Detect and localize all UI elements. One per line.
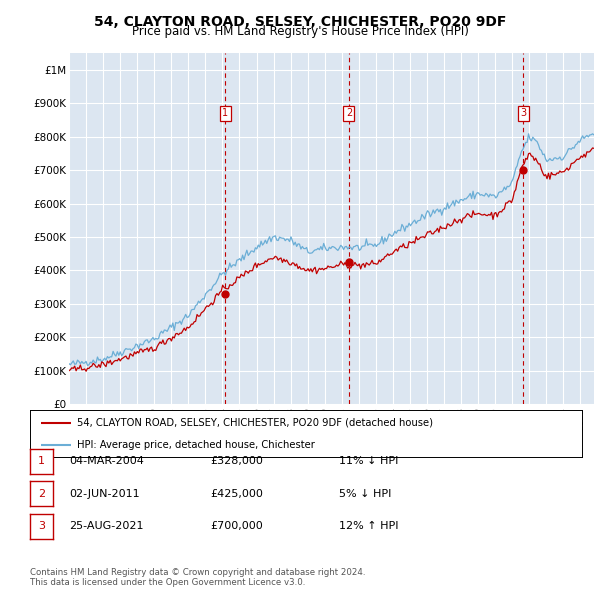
Text: 04-MAR-2004: 04-MAR-2004	[69, 457, 144, 466]
Text: 1: 1	[38, 457, 45, 466]
Text: 54, CLAYTON ROAD, SELSEY, CHICHESTER, PO20 9DF (detached house): 54, CLAYTON ROAD, SELSEY, CHICHESTER, PO…	[77, 418, 433, 428]
Text: £425,000: £425,000	[210, 489, 263, 499]
Text: 5% ↓ HPI: 5% ↓ HPI	[339, 489, 391, 499]
Text: Price paid vs. HM Land Registry's House Price Index (HPI): Price paid vs. HM Land Registry's House …	[131, 25, 469, 38]
Text: £328,000: £328,000	[210, 457, 263, 466]
Text: 02-JUN-2011: 02-JUN-2011	[69, 489, 140, 499]
Text: £700,000: £700,000	[210, 522, 263, 531]
Text: Contains HM Land Registry data © Crown copyright and database right 2024.
This d: Contains HM Land Registry data © Crown c…	[30, 568, 365, 587]
Text: 2: 2	[346, 109, 352, 118]
Text: 3: 3	[38, 522, 45, 531]
Text: 54, CLAYTON ROAD, SELSEY, CHICHESTER, PO20 9DF: 54, CLAYTON ROAD, SELSEY, CHICHESTER, PO…	[94, 15, 506, 29]
Text: HPI: Average price, detached house, Chichester: HPI: Average price, detached house, Chic…	[77, 440, 315, 450]
Text: 25-AUG-2021: 25-AUG-2021	[69, 522, 143, 531]
Text: 11% ↓ HPI: 11% ↓ HPI	[339, 457, 398, 466]
Text: 1: 1	[222, 109, 229, 118]
Text: 3: 3	[520, 109, 526, 118]
Text: 12% ↑ HPI: 12% ↑ HPI	[339, 522, 398, 531]
Text: 2: 2	[38, 489, 45, 499]
